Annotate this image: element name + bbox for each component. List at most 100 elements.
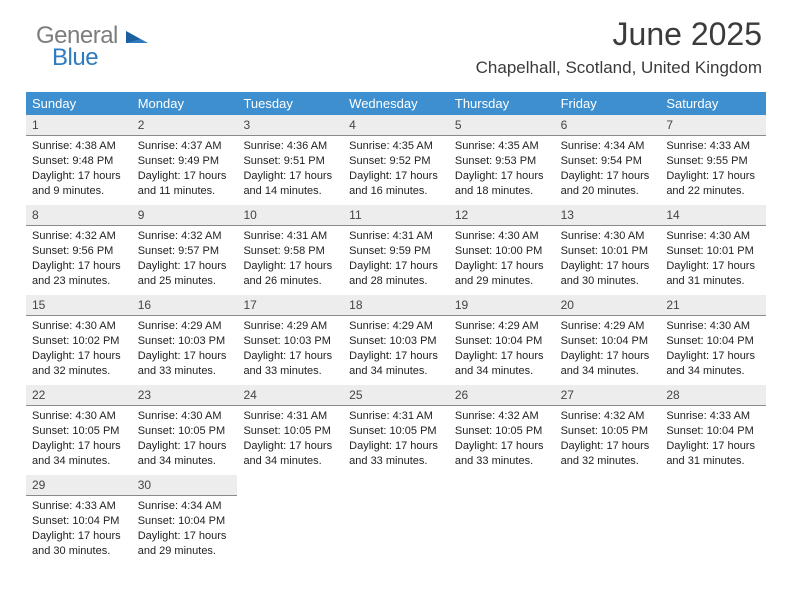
calendar-cell: 18Sunrise: 4:29 AMSunset: 10:03 PMDaylig… (343, 295, 449, 385)
sunset-text: Sunset: 10:04 PM (666, 334, 760, 349)
logo: General Blue (36, 22, 148, 72)
sunrise-text: Sunrise: 4:31 AM (243, 229, 337, 244)
calendar-cell: 12Sunrise: 4:30 AMSunset: 10:00 PMDaylig… (449, 205, 555, 295)
calendar-cell: 13Sunrise: 4:30 AMSunset: 10:01 PMDaylig… (555, 205, 661, 295)
calendar-cell (660, 475, 766, 565)
sunrise-text: Sunrise: 4:32 AM (32, 229, 126, 244)
calendar-cell: 27Sunrise: 4:32 AMSunset: 10:05 PMDaylig… (555, 385, 661, 475)
calendar-cell: 25Sunrise: 4:31 AMSunset: 10:05 PMDaylig… (343, 385, 449, 475)
day-number: 29 (26, 475, 132, 496)
sunset-text: Sunset: 9:56 PM (32, 244, 126, 259)
sunrise-text: Sunrise: 4:30 AM (666, 319, 760, 334)
sunrise-text: Sunrise: 4:35 AM (349, 139, 443, 154)
weekday-header: Sunday (26, 92, 132, 115)
calendar-cell: 30Sunrise: 4:34 AMSunset: 10:04 PMDaylig… (132, 475, 238, 565)
calendar-cell: 24Sunrise: 4:31 AMSunset: 10:05 PMDaylig… (237, 385, 343, 475)
weekday-header: Monday (132, 92, 238, 115)
day-number: 16 (132, 295, 238, 316)
calendar-week: 22Sunrise: 4:30 AMSunset: 10:05 PMDaylig… (26, 385, 766, 475)
sunset-text: Sunset: 10:03 PM (349, 334, 443, 349)
calendar-cell: 7Sunrise: 4:33 AMSunset: 9:55 PMDaylight… (660, 115, 766, 205)
weekday-header: Saturday (660, 92, 766, 115)
calendar: Sunday Monday Tuesday Wednesday Thursday… (26, 92, 766, 565)
calendar-cell: 9Sunrise: 4:32 AMSunset: 9:57 PMDaylight… (132, 205, 238, 295)
daylight-text: Daylight: 17 hours and 26 minutes. (243, 259, 337, 289)
sunset-text: Sunset: 10:04 PM (561, 334, 655, 349)
sunrise-text: Sunrise: 4:30 AM (32, 409, 126, 424)
daylight-text: Daylight: 17 hours and 32 minutes. (561, 439, 655, 469)
calendar-cell: 5Sunrise: 4:35 AMSunset: 9:53 PMDaylight… (449, 115, 555, 205)
calendar-cell: 23Sunrise: 4:30 AMSunset: 10:05 PMDaylig… (132, 385, 238, 475)
cell-body: Sunrise: 4:29 AMSunset: 10:03 PMDaylight… (343, 316, 449, 384)
calendar-cell: 8 Sunrise: 4:32 AMSunset: 9:56 PMDaylight… (26, 205, 132, 295)
cell-body: Sunrise: 4:32 AMSunset: 9:57 PMDaylight:… (132, 226, 238, 294)
daylight-text: Daylight: 17 hours and 20 minutes. (561, 169, 655, 199)
day-number: 21 (660, 295, 766, 316)
daylight-text: Daylight: 17 hours and 34 minutes. (243, 439, 337, 469)
daylight-text: Daylight: 17 hours and 33 minutes. (349, 439, 443, 469)
cell-body: Sunrise: 4:32 AMSunset: 10:05 PMDaylight… (555, 406, 661, 474)
day-number: 26 (449, 385, 555, 406)
sunset-text: Sunset: 10:02 PM (32, 334, 126, 349)
daylight-text: Daylight: 17 hours and 9 minutes. (32, 169, 126, 199)
sunrise-text: Sunrise: 4:38 AM (32, 139, 126, 154)
cell-body: Sunrise: 4:30 AMSunset: 10:01 PMDaylight… (555, 226, 661, 294)
cell-body: Sunrise: 4:30 AMSunset: 10:05 PMDaylight… (26, 406, 132, 474)
sunset-text: Sunset: 9:52 PM (349, 154, 443, 169)
daylight-text: Daylight: 17 hours and 22 minutes. (666, 169, 760, 199)
calendar-cell (237, 475, 343, 565)
calendar-cell (555, 475, 661, 565)
day-number: 28 (660, 385, 766, 406)
calendar-week: 29Sunrise: 4:33 AMSunset: 10:04 PMDaylig… (26, 475, 766, 565)
daylight-text: Daylight: 17 hours and 18 minutes. (455, 169, 549, 199)
daylight-text: Daylight: 17 hours and 34 minutes. (138, 439, 232, 469)
sunrise-text: Sunrise: 4:29 AM (138, 319, 232, 334)
day-number: 20 (555, 295, 661, 316)
sunset-text: Sunset: 10:05 PM (243, 424, 337, 439)
day-number: 24 (237, 385, 343, 406)
day-number: 8 (26, 205, 132, 226)
calendar-cell: 22Sunrise: 4:30 AMSunset: 10:05 PMDaylig… (26, 385, 132, 475)
calendar-cell: 11Sunrise: 4:31 AMSunset: 9:59 PMDayligh… (343, 205, 449, 295)
day-number: 2 (132, 115, 238, 136)
daylight-text: Daylight: 17 hours and 11 minutes. (138, 169, 232, 199)
sunset-text: Sunset: 10:05 PM (32, 424, 126, 439)
page-title: June 2025 (613, 16, 762, 53)
calendar-cell: 28Sunrise: 4:33 AMSunset: 10:04 PMDaylig… (660, 385, 766, 475)
day-number: 17 (237, 295, 343, 316)
day-number: 11 (343, 205, 449, 226)
cell-body: Sunrise: 4:29 AMSunset: 10:03 PMDaylight… (237, 316, 343, 384)
sunset-text: Sunset: 9:55 PM (666, 154, 760, 169)
daylight-text: Daylight: 17 hours and 34 minutes. (455, 349, 549, 379)
cell-body: Sunrise: 4:30 AMSunset: 10:00 PMDaylight… (449, 226, 555, 294)
sunrise-text: Sunrise: 4:30 AM (666, 229, 760, 244)
calendar-cell: 1Sunrise: 4:38 AMSunset: 9:48 PMDaylight… (26, 115, 132, 205)
sunset-text: Sunset: 10:03 PM (243, 334, 337, 349)
cell-body: Sunrise: 4:35 AMSunset: 9:52 PMDaylight:… (343, 136, 449, 204)
weekday-header: Friday (555, 92, 661, 115)
sunrise-text: Sunrise: 4:36 AM (243, 139, 337, 154)
calendar-cell (449, 475, 555, 565)
sunrise-text: Sunrise: 4:34 AM (138, 499, 232, 514)
calendar-cell (343, 475, 449, 565)
day-number: 23 (132, 385, 238, 406)
daylight-text: Daylight: 17 hours and 34 minutes. (349, 349, 443, 379)
cell-body: Sunrise: 4:29 AMSunset: 10:04 PMDaylight… (449, 316, 555, 384)
cell-body: Sunrise: 4:31 AMSunset: 10:05 PMDaylight… (343, 406, 449, 474)
daylight-text: Daylight: 17 hours and 33 minutes. (243, 349, 337, 379)
sunset-text: Sunset: 9:59 PM (349, 244, 443, 259)
daylight-text: Daylight: 17 hours and 31 minutes. (666, 439, 760, 469)
sunset-text: Sunset: 10:05 PM (138, 424, 232, 439)
cell-body: Sunrise: 4:36 AMSunset: 9:51 PMDaylight:… (237, 136, 343, 204)
daylight-text: Daylight: 17 hours and 23 minutes. (32, 259, 126, 289)
sunset-text: Sunset: 9:48 PM (32, 154, 126, 169)
sunset-text: Sunset: 9:51 PM (243, 154, 337, 169)
daylight-text: Daylight: 17 hours and 16 minutes. (349, 169, 443, 199)
weekday-header: Wednesday (343, 92, 449, 115)
day-number: 22 (26, 385, 132, 406)
weekday-header-row: Sunday Monday Tuesday Wednesday Thursday… (26, 92, 766, 115)
sunset-text: Sunset: 9:54 PM (561, 154, 655, 169)
day-number: 10 (237, 205, 343, 226)
sunset-text: Sunset: 10:04 PM (32, 514, 126, 529)
sunrise-text: Sunrise: 4:31 AM (349, 229, 443, 244)
